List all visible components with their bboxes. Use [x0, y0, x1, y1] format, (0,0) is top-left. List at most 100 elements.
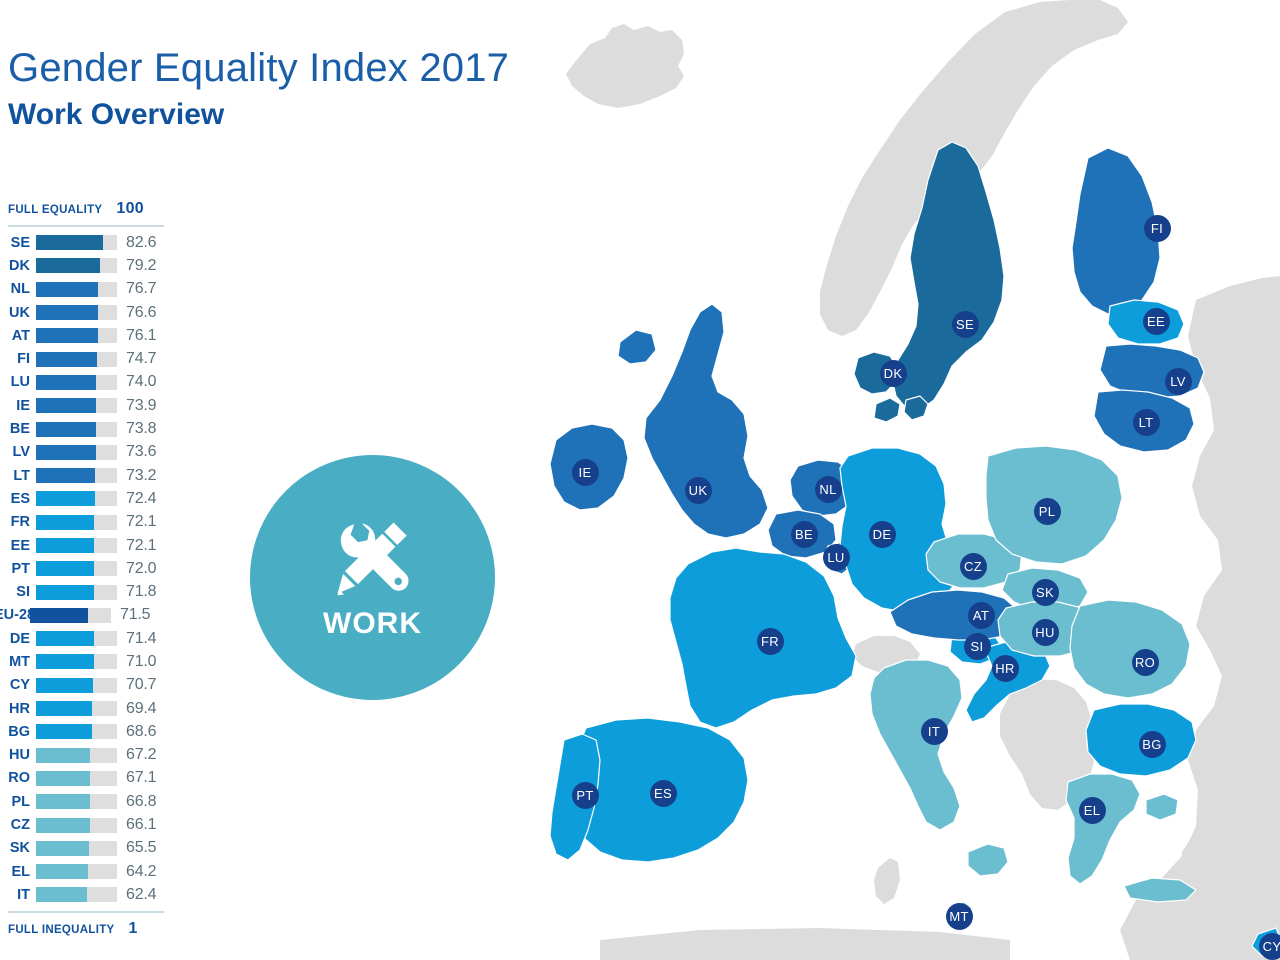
- country-code-label: HU: [9, 747, 30, 764]
- map-marker-HR[interactable]: HR: [991, 654, 1019, 682]
- bar-track: [36, 398, 117, 414]
- country-bar-row: PL 66.8: [0, 790, 172, 813]
- bar-value-label: 74.7: [126, 350, 157, 368]
- bar-track: [36, 468, 117, 484]
- bar-fill: [36, 351, 97, 367]
- map-marker-RO[interactable]: RO: [1131, 648, 1159, 676]
- bar-value-label: 73.8: [126, 420, 157, 438]
- country-bar-row: DK 79.2: [0, 254, 172, 277]
- map-marker-EE[interactable]: EE: [1142, 307, 1170, 335]
- bar-value-label: 72.0: [126, 559, 157, 577]
- bar-fill: [36, 677, 94, 693]
- country-bar-row: IT 62.4: [0, 883, 172, 906]
- country-bar-row: DE 71.4: [0, 627, 172, 650]
- bar-track: [36, 258, 117, 274]
- map-marker-LT[interactable]: LT: [1132, 408, 1160, 436]
- bar-fill: [36, 538, 95, 553]
- map-marker-PT[interactable]: PT: [571, 781, 599, 809]
- bar-value-label: 71.8: [126, 583, 157, 601]
- country-bar-list: SE 82.6 DK 79.2 NL 76.7 UK 76.6 AT 76.1 FI 74.7 LU 74…: [0, 231, 172, 907]
- bar-value-label: 69.4: [126, 699, 157, 717]
- bar-fill: [36, 654, 94, 670]
- work-badge-label: WORK: [323, 606, 422, 640]
- country-code-label: EE: [10, 537, 30, 554]
- bar-value-label: 66.8: [126, 792, 157, 810]
- bar-value-label: 82.6: [126, 233, 157, 251]
- bar-fill: [36, 747, 91, 763]
- bar-track: [36, 561, 117, 577]
- map-marker-LV[interactable]: LV: [1164, 367, 1192, 395]
- bar-track: [36, 421, 117, 437]
- full-inequality-value: 1: [128, 919, 138, 937]
- country-bar-row: BE 73.8: [0, 417, 172, 440]
- full-inequality-label: FULL INEQUALITY: [8, 923, 115, 936]
- country-bar-row: LT 73.2: [0, 464, 172, 487]
- country-code-label: IE: [16, 397, 30, 414]
- full-inequality-caption: FULL INEQUALITY 1: [0, 920, 172, 945]
- map-marker-SI[interactable]: SI: [963, 632, 991, 660]
- country-code-label: ES: [10, 490, 30, 507]
- map-marker-IT[interactable]: IT: [920, 717, 948, 745]
- map-marker-UK[interactable]: UK: [684, 476, 712, 504]
- map-marker-BG[interactable]: BG: [1138, 730, 1166, 758]
- page-title: Gender Equality Index 2017: [8, 46, 510, 90]
- bar-value-label: 67.1: [126, 769, 157, 787]
- country-code-label: DK: [9, 257, 30, 274]
- country-code-label: MT: [9, 653, 30, 670]
- full-equality-caption: FULL EQUALITY 100: [0, 200, 172, 225]
- map-marker-FR[interactable]: FR: [756, 627, 784, 655]
- bar-fill: [36, 724, 92, 740]
- map-marker-IE[interactable]: IE: [571, 458, 599, 486]
- country-code-label: HR: [9, 700, 30, 717]
- map-marker-MT[interactable]: MT: [945, 902, 973, 930]
- panel-divider-bottom: [8, 910, 164, 913]
- map-marker-EL[interactable]: EL: [1078, 796, 1106, 824]
- bar-fill: [36, 794, 91, 810]
- map-marker-CZ[interactable]: CZ: [959, 552, 987, 580]
- map-marker-HU[interactable]: HU: [1031, 618, 1059, 646]
- country-code-label: LV: [12, 444, 30, 461]
- map-marker-FI[interactable]: FI: [1143, 214, 1171, 242]
- bar-track: [36, 724, 117, 740]
- map-marker-LU[interactable]: LU: [822, 543, 850, 571]
- map-marker-DK[interactable]: DK: [879, 359, 907, 387]
- bar-track: [36, 584, 117, 600]
- map-marker-NL[interactable]: NL: [814, 475, 842, 503]
- bar-fill: [36, 561, 95, 577]
- map-marker-SE[interactable]: SE: [951, 310, 979, 338]
- bar-track: [36, 747, 117, 763]
- map-marker-BE[interactable]: BE: [790, 520, 818, 548]
- bar-fill: [36, 235, 103, 251]
- bar-track: [36, 817, 117, 833]
- country-code-label: CZ: [10, 817, 30, 834]
- map-marker-CY[interactable]: CY: [1258, 932, 1280, 960]
- map-marker-ES[interactable]: ES: [649, 779, 677, 807]
- bar-value-label: 76.6: [126, 303, 157, 321]
- bar-fill: [36, 444, 96, 460]
- country-bar-row: AT 76.1: [0, 324, 172, 347]
- bar-value-label: 71.0: [126, 652, 157, 670]
- work-domain-badge: WORK: [250, 455, 495, 700]
- bar-fill: [36, 281, 99, 297]
- bar-value-label: 72.1: [126, 536, 157, 554]
- country-bar-row: FI 74.7: [0, 347, 172, 370]
- map-marker-AT[interactable]: AT: [967, 601, 995, 629]
- country-code-label: SK: [9, 840, 30, 857]
- country-DE: [839, 447, 959, 613]
- country-bar-row: SE 82.6: [0, 231, 172, 254]
- country-code-label: UK: [9, 304, 30, 321]
- country-code-label: IT: [17, 886, 30, 903]
- map-marker-SK[interactable]: SK: [1031, 578, 1059, 606]
- country-bar-row: LU 74.0: [0, 371, 172, 394]
- bar-value-label: 76.7: [126, 280, 157, 298]
- bar-fill: [30, 607, 88, 623]
- index-ranking-panel: FULL EQUALITY 100 SE 82.6 DK 79.2 NL 76.7 UK 76…: [0, 200, 172, 945]
- bar-track: [36, 654, 117, 670]
- bar-fill: [36, 491, 95, 507]
- country-code-label: DE: [9, 630, 30, 647]
- map-marker-PL[interactable]: PL: [1033, 497, 1061, 525]
- bar-fill: [36, 421, 96, 437]
- country-code-label: AT: [11, 327, 30, 344]
- map-marker-DE[interactable]: DE: [868, 520, 896, 548]
